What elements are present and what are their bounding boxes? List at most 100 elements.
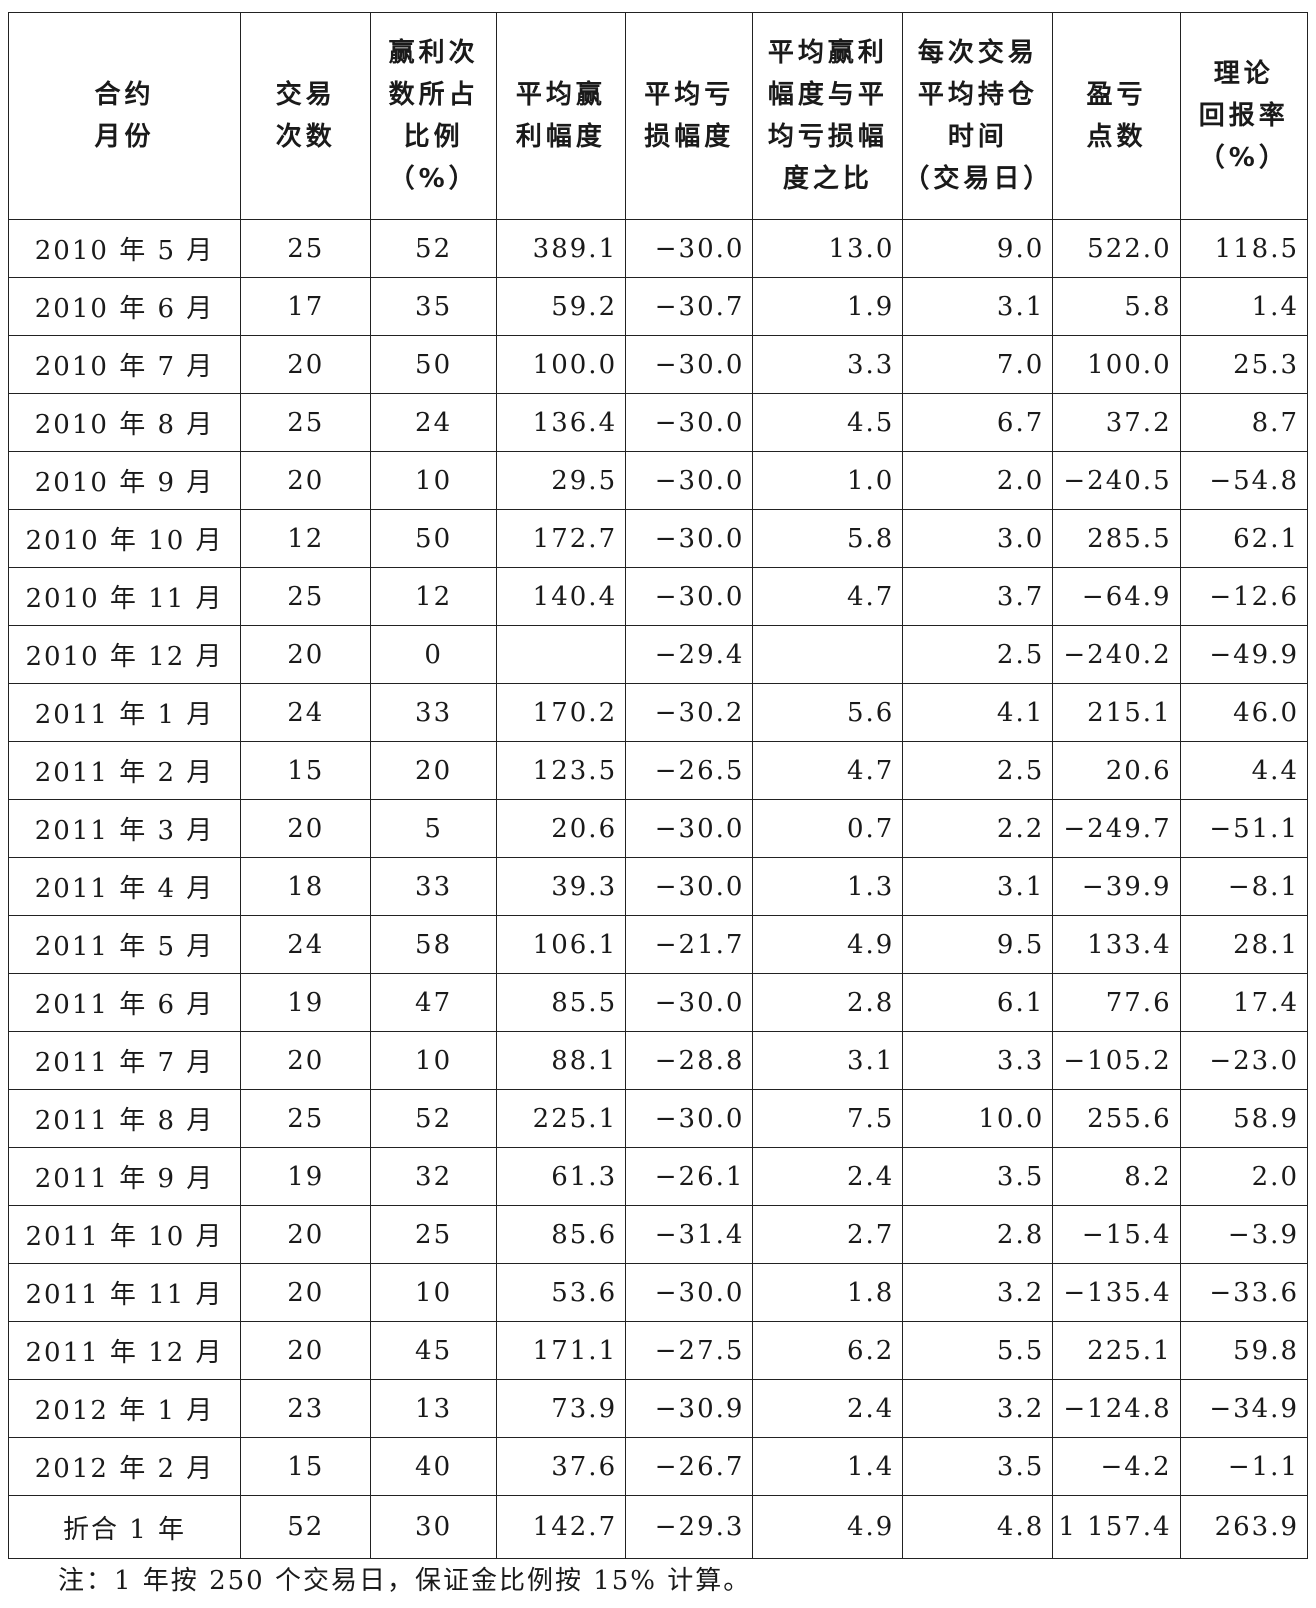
cell-contract-month: 2010 年 12 月 [7,625,242,684]
column-header-avg-holding-days: 每次交易 平均持仓 时间 （交易日） [902,12,1054,220]
cell-return-rate: 4.4 [1179,741,1309,800]
cell-contract-month: 折合 1 年 [7,1495,242,1559]
cell-win-ratio: 35 [370,277,497,336]
cell-trade-count: 12 [240,509,372,568]
cell-points: −105.2 [1052,1031,1181,1090]
cell-win-loss-ratio: 1.9 [752,277,904,336]
table-row: 2012 年 2 月 15 40 37.6 −26.7 1.4 3.5 −4.2 −1.1 [7,1437,1309,1496]
cell-win-loss-ratio: 2.8 [752,973,904,1032]
cell-avg-holding-days: 3.5 [902,1437,1054,1496]
header-line: 月份 [94,122,155,152]
header-line: 每次交易 [917,38,1038,68]
header-line: （交易日） [903,164,1053,194]
cell-contract-month: 2012 年 2 月 [7,1437,242,1496]
cell-points: 225.1 [1052,1321,1181,1380]
cell-win-loss-ratio: 5.8 [752,509,904,568]
cell-avg-holding-days: 2.5 [902,625,1054,684]
cell-win-loss-ratio: 2.4 [752,1147,904,1206]
cell-return-rate: 263.9 [1179,1495,1309,1559]
cell-return-rate: −23.0 [1179,1031,1309,1090]
cell-avg-win: 225.1 [495,1089,627,1148]
cell-avg-win: 85.6 [495,1205,627,1264]
cell-avg-holding-days: 2.8 [902,1205,1054,1264]
cell-avg-loss: −27.5 [625,1321,754,1380]
header-line: 数所占 [388,80,479,110]
cell-trade-count: 18 [240,857,372,916]
cell-return-rate: −12.6 [1179,567,1309,626]
table-row: 2011 年 4 月 18 33 39.3 −30.0 1.3 3.1 −39.9 −8.1 [7,857,1309,916]
cell-avg-loss: −30.2 [625,683,754,742]
cell-trade-count: 20 [240,1205,372,1264]
cell-points: 522.0 [1052,219,1181,278]
cell-avg-holding-days: 2.5 [902,741,1054,800]
cell-return-rate: 59.8 [1179,1321,1309,1380]
cell-return-rate: 62.1 [1179,509,1309,568]
cell-win-loss-ratio: 4.7 [752,567,904,626]
header-line: 比例 [403,122,464,152]
column-header-win-loss-ratio: 平均赢利 幅度与平 均亏损幅 度之比 [752,12,904,220]
cell-avg-loss: −30.0 [625,393,754,452]
header-line: 平均持仓 [917,80,1038,110]
cell-avg-loss: −30.0 [625,451,754,510]
table-row: 2011 年 7 月 20 10 88.1 −28.8 3.1 3.3 −105.2 −23.0 [7,1031,1309,1090]
cell-avg-holding-days: 3.7 [902,567,1054,626]
cell-avg-win: 59.2 [495,277,627,336]
table-row: 2010 年 8 月 25 24 136.4 −30.0 4.5 6.7 37.2 8.7 [7,393,1309,452]
cell-win-loss-ratio: 3.3 [752,335,904,394]
cell-win-loss-ratio: 2.4 [752,1379,904,1438]
cell-return-rate: 2.0 [1179,1147,1309,1206]
cell-avg-loss: −31.4 [625,1205,754,1264]
cell-avg-win: 172.7 [495,509,627,568]
cell-avg-loss: −28.8 [625,1031,754,1090]
table-row: 2011 年 11 月 20 10 53.6 −30.0 1.8 3.2 −135.4 −33.… [7,1263,1309,1322]
cell-avg-win: 142.7 [495,1495,627,1559]
cell-avg-win: 39.3 [495,857,627,916]
cell-avg-loss: −30.0 [625,567,754,626]
cell-trade-count: 15 [240,1437,372,1496]
cell-points: −64.9 [1052,567,1181,626]
table-row: 2011 年 6 月 19 47 85.5 −30.0 2.8 6.1 77.6 17.4 [7,973,1309,1032]
cell-return-rate: −51.1 [1179,799,1309,858]
cell-points: 37.2 [1052,393,1181,452]
header-line: 理论 [1213,59,1274,89]
cell-points: 5.8 [1052,277,1181,336]
header-line: 损幅度 [644,122,735,152]
cell-avg-loss: −30.0 [625,973,754,1032]
cell-win-loss-ratio: 1.3 [752,857,904,916]
column-header-win-ratio: 赢利次 数所占 比例 （%） [370,12,497,220]
cell-return-rate: −8.1 [1179,857,1309,916]
header-line: 盈亏 [1086,80,1147,110]
cell-contract-month: 2010 年 5 月 [7,219,242,278]
cell-trade-count: 20 [240,1263,372,1322]
cell-avg-win: 100.0 [495,335,627,394]
cell-win-ratio: 33 [370,683,497,742]
cell-points: 285.5 [1052,509,1181,568]
cell-trade-count: 20 [240,451,372,510]
cell-return-rate: −34.9 [1179,1379,1309,1438]
cell-avg-win: 29.5 [495,451,627,510]
cell-points: 133.4 [1052,915,1181,974]
cell-trade-count: 20 [240,1321,372,1380]
cell-trade-count: 17 [240,277,372,336]
cell-avg-holding-days: 2.2 [902,799,1054,858]
cell-contract-month: 2011 年 2 月 [7,741,242,800]
cell-contract-month: 2011 年 1 月 [7,683,242,742]
cell-avg-holding-days: 2.0 [902,451,1054,510]
cell-win-loss-ratio: 1.8 [752,1263,904,1322]
cell-return-rate: 1.4 [1179,277,1309,336]
cell-win-ratio: 10 [370,1031,497,1090]
table-row: 2011 年 8 月 25 52 225.1 −30.0 7.5 10.0 255.6 58.9 [7,1089,1309,1148]
cell-avg-holding-days: 4.8 [902,1495,1054,1559]
header-line: 平均赢 [515,80,606,110]
cell-points: −249.7 [1052,799,1181,858]
cell-avg-loss: −26.7 [625,1437,754,1496]
column-header-return-rate: 理论 回报率 （%） [1179,12,1309,220]
cell-avg-loss: −30.0 [625,857,754,916]
column-header-avg-loss: 平均亏 损幅度 [625,12,754,220]
table-row: 2010 年 6 月 17 35 59.2 −30.7 1.9 3.1 5.8 1.4 [7,277,1309,336]
header-line: 利幅度 [515,122,606,152]
cell-win-ratio: 52 [370,1089,497,1148]
cell-contract-month: 2010 年 8 月 [7,393,242,452]
cell-win-loss-ratio: 4.9 [752,1495,904,1559]
